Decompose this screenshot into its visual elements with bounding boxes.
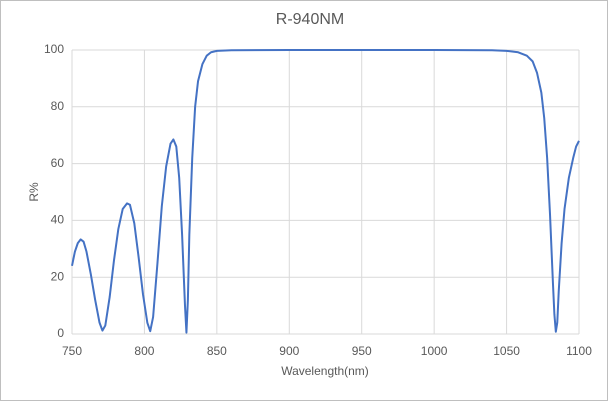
x-tick-label: 1100 bbox=[566, 344, 592, 358]
x-tick-label: 900 bbox=[279, 344, 299, 358]
y-tick-label: 100 bbox=[44, 42, 64, 56]
x-tick-label: 750 bbox=[62, 344, 82, 358]
y-tick-label: 80 bbox=[51, 99, 65, 113]
y-tick-label: 20 bbox=[51, 269, 65, 283]
x-axis-label: Wavelength(nm) bbox=[281, 364, 369, 378]
x-tick-label: 1050 bbox=[493, 344, 520, 358]
x-tick-label: 1000 bbox=[421, 344, 448, 358]
y-tick-label: 0 bbox=[57, 326, 64, 340]
chart-title: R-940NM bbox=[276, 11, 344, 28]
x-tick-label: 850 bbox=[207, 344, 227, 358]
x-tick-label: 800 bbox=[134, 344, 154, 358]
y-axis-label: R% bbox=[27, 182, 41, 202]
y-tick-label: 60 bbox=[51, 156, 65, 170]
y-tick-label: 40 bbox=[51, 213, 65, 227]
data-line bbox=[71, 49, 580, 334]
x-tick-label: 950 bbox=[352, 344, 372, 358]
